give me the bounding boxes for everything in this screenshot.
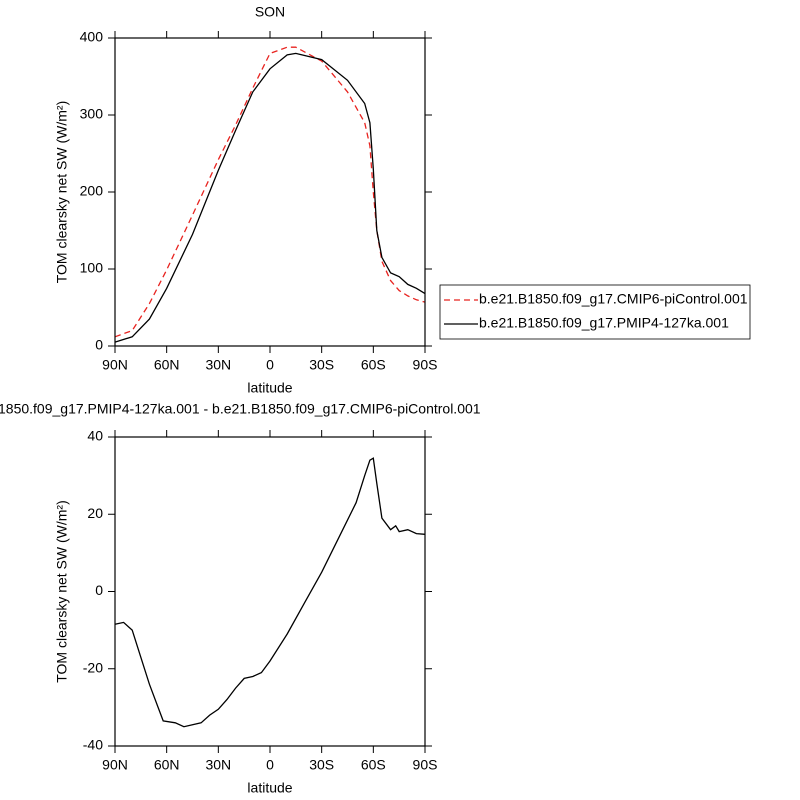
x-tick-label: 90S: [413, 757, 438, 773]
legend-label: b.e21.B1850.f09_g17.PMIP4-127ka.001: [479, 315, 729, 331]
x-tick-label: 90N: [102, 757, 128, 773]
chart-title: 1850.f09_g17.PMIP4-127ka.001 - b.e21.B18…: [0, 401, 481, 417]
y-tick-label: 200: [80, 183, 104, 199]
y-tick-label: 100: [80, 260, 104, 276]
y-tick-label: 300: [80, 106, 104, 122]
legend-box: [439, 284, 751, 340]
series-line: [114, 46, 426, 338]
y-tick-label: 40: [87, 428, 103, 444]
x-tick-label: 30S: [309, 757, 334, 773]
y-tick-label: 400: [80, 29, 104, 45]
y-tick-label: 0: [95, 337, 103, 353]
x-tick-label: 30N: [205, 357, 231, 373]
x-tick-label: 90N: [102, 357, 128, 373]
x-tick-label: 30N: [205, 757, 231, 773]
y-tick-label: 0: [95, 582, 103, 598]
x-tick-label: 30S: [309, 357, 334, 373]
y-tick-label: 20: [87, 505, 103, 521]
y-tick-label: -20: [83, 659, 103, 675]
x-tick-label: 60N: [154, 757, 180, 773]
x-tick-label: 60S: [361, 757, 386, 773]
x-tick-label: 0: [266, 357, 274, 373]
chart-title: SON: [255, 4, 285, 20]
x-axis-label: latitude: [247, 380, 292, 396]
x-tick-label: 60N: [154, 357, 180, 373]
legend-label: b.e21.B1850.f09_g17.CMIP6-piControl.001: [479, 291, 748, 307]
y-tick-label: -40: [83, 737, 103, 753]
x-tick-label: 0: [266, 757, 274, 773]
y-axis-label: TOM clearsky net SW (W/m²): [54, 500, 70, 683]
x-tick-label: 90S: [413, 357, 438, 373]
x-tick-label: 60S: [361, 357, 386, 373]
y-axis-label: TOM clearsky net SW (W/m²): [54, 101, 70, 284]
x-axis-label: latitude: [247, 780, 292, 796]
series-line: [114, 52, 426, 343]
series-line: [114, 457, 426, 728]
plot-frame: [114, 436, 426, 747]
plot-frame: [114, 37, 426, 347]
